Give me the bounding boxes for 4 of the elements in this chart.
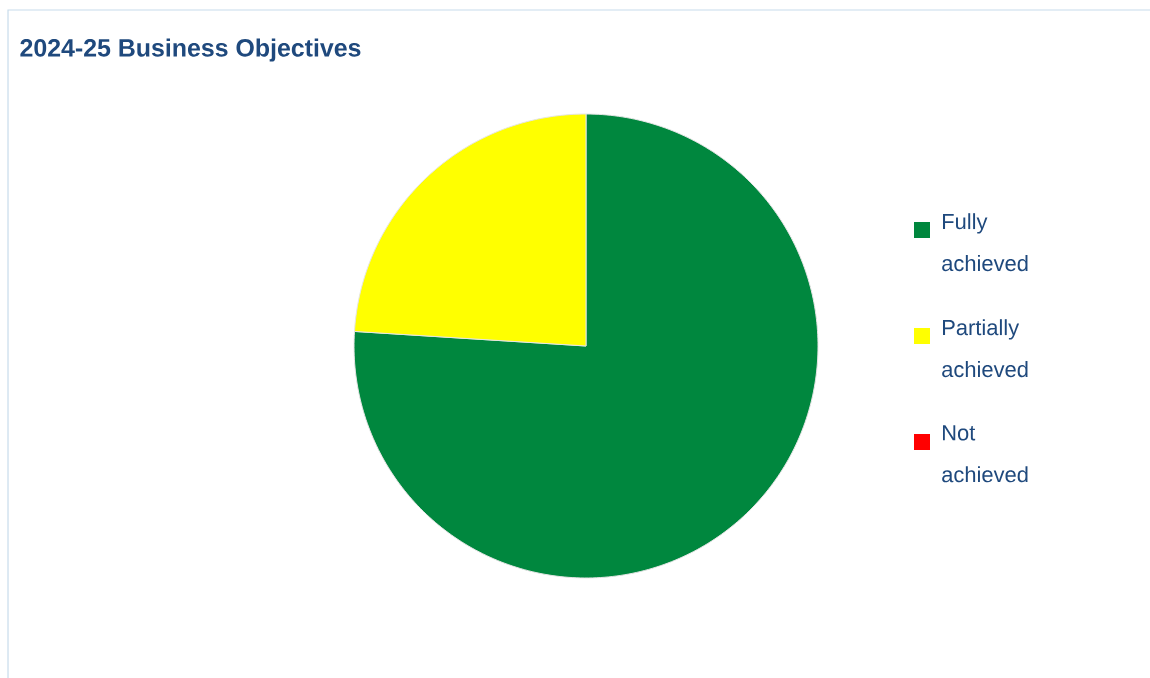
chart-title: 2024-25 Business Objectives (20, 38, 361, 62)
legend-label: Fully achieved (942, 213, 1028, 272)
legend-label: Not achieved (942, 425, 1028, 483)
legend-label: Partially achieved (942, 319, 1028, 378)
